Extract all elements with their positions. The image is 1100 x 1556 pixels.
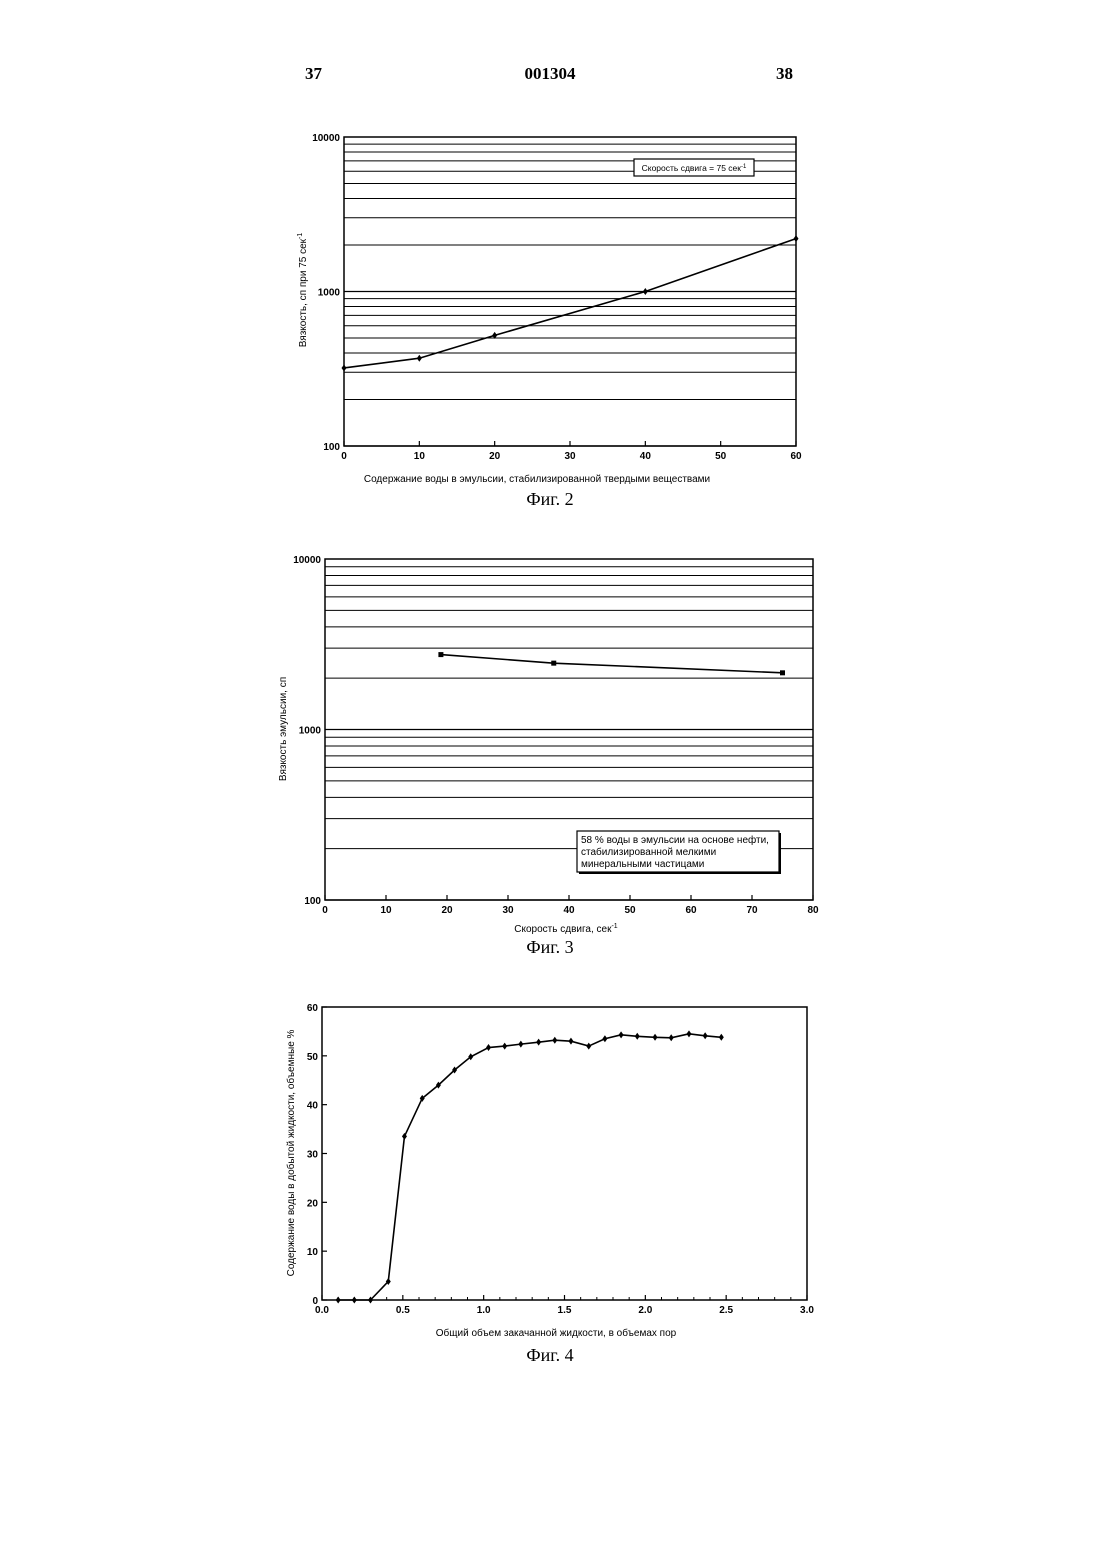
data-point [719, 1034, 724, 1041]
y-tick-label: 0 [312, 1296, 318, 1307]
x-tick-label: 2.0 [638, 1305, 652, 1316]
y-tick-label: 60 [307, 1003, 319, 1014]
x-tick-label: 0.5 [396, 1305, 410, 1316]
data-point [586, 1043, 591, 1050]
x-tick-label: 3.0 [800, 1305, 814, 1316]
figure-caption-4: Фиг. 4 [0, 1345, 1100, 1366]
data-point [568, 1038, 573, 1045]
x-axis-label: Общий объем закачанной жидкости, в объем… [436, 1327, 677, 1339]
data-point [703, 1032, 708, 1039]
data-point [619, 1031, 624, 1038]
data-point [486, 1044, 491, 1051]
y-tick-label: 50 [307, 1052, 319, 1063]
y-tick-label: 20 [307, 1198, 319, 1209]
x-tick-label: 1.5 [558, 1305, 572, 1316]
data-point [518, 1041, 523, 1048]
data-point [686, 1030, 691, 1037]
data-point [602, 1035, 607, 1042]
data-point [653, 1034, 658, 1041]
y-axis-label: Содержание воды в добытой жидкости, объе… [285, 1029, 297, 1276]
data-point [669, 1034, 674, 1041]
y-tick-label: 40 [307, 1101, 319, 1112]
data-point [552, 1037, 557, 1044]
x-tick-label: 2.5 [719, 1305, 733, 1316]
data-point [336, 1297, 341, 1304]
series-line [338, 1034, 721, 1300]
data-point [635, 1033, 640, 1040]
plot-frame [322, 1007, 807, 1300]
y-tick-label: 30 [307, 1150, 319, 1161]
x-tick-label: 1.0 [477, 1305, 491, 1316]
data-point [536, 1039, 541, 1046]
y-tick-label: 10 [307, 1247, 319, 1258]
data-point [502, 1043, 507, 1050]
data-point [352, 1297, 357, 1304]
